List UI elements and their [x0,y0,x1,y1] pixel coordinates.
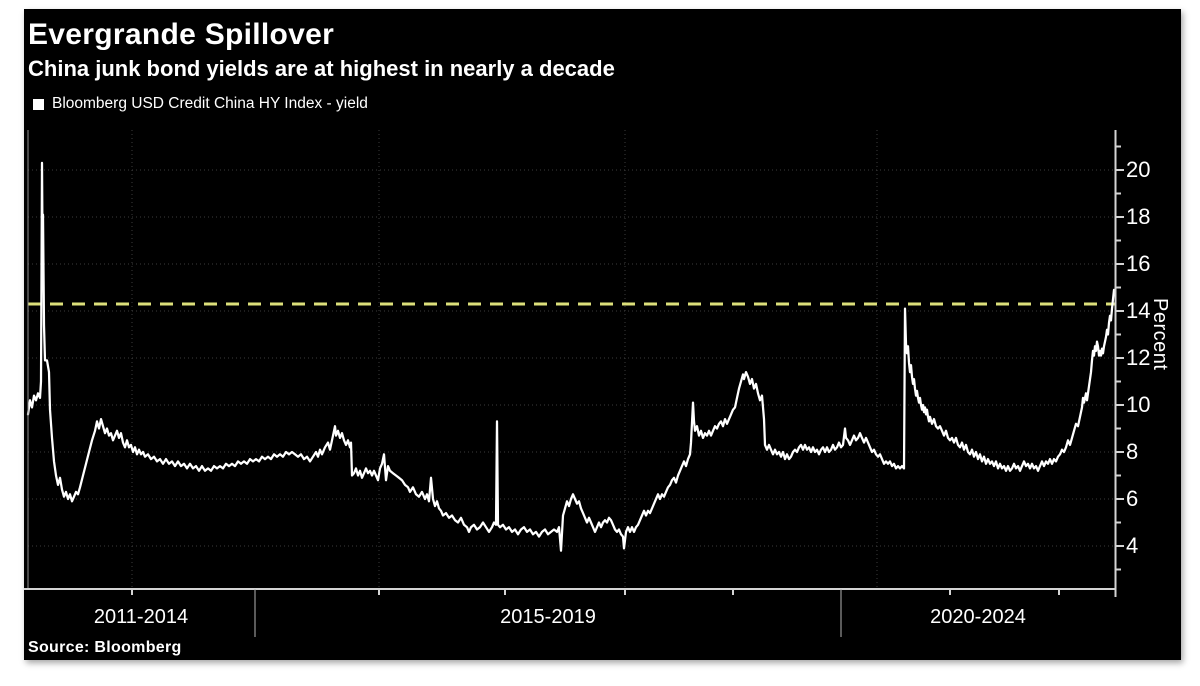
y-tick-label: 10 [1126,392,1151,417]
y-axis-title: Percent [1149,298,1171,371]
x-group-label: 2015-2019 [500,606,596,628]
legend-series-label: Bloomberg USD Credit China HY Index - yi… [52,95,368,112]
y-tick-label: 6 [1126,486,1139,511]
y-tick-label: 8 [1126,439,1139,464]
legend: Bloomberg USD Credit China HY Index - yi… [33,95,368,113]
x-group-label: 2020-2024 [930,606,1026,628]
y-tick-label: 20 [1126,157,1151,182]
y-tick-label: 14 [1126,298,1151,323]
chart-title: Evergrande Spillover [28,18,335,51]
y-tick-label: 4 [1126,533,1139,558]
chart-subtitle: China junk bond yields are at highest in… [28,56,615,81]
y-tick-label: 18 [1126,204,1151,229]
legend-swatch-icon [33,98,44,110]
y-tick-label: 16 [1126,251,1151,276]
y-tick-label: 12 [1126,345,1151,370]
source-label: Source: Bloomberg [28,639,182,656]
x-group-label: 2011-2014 [93,606,189,628]
